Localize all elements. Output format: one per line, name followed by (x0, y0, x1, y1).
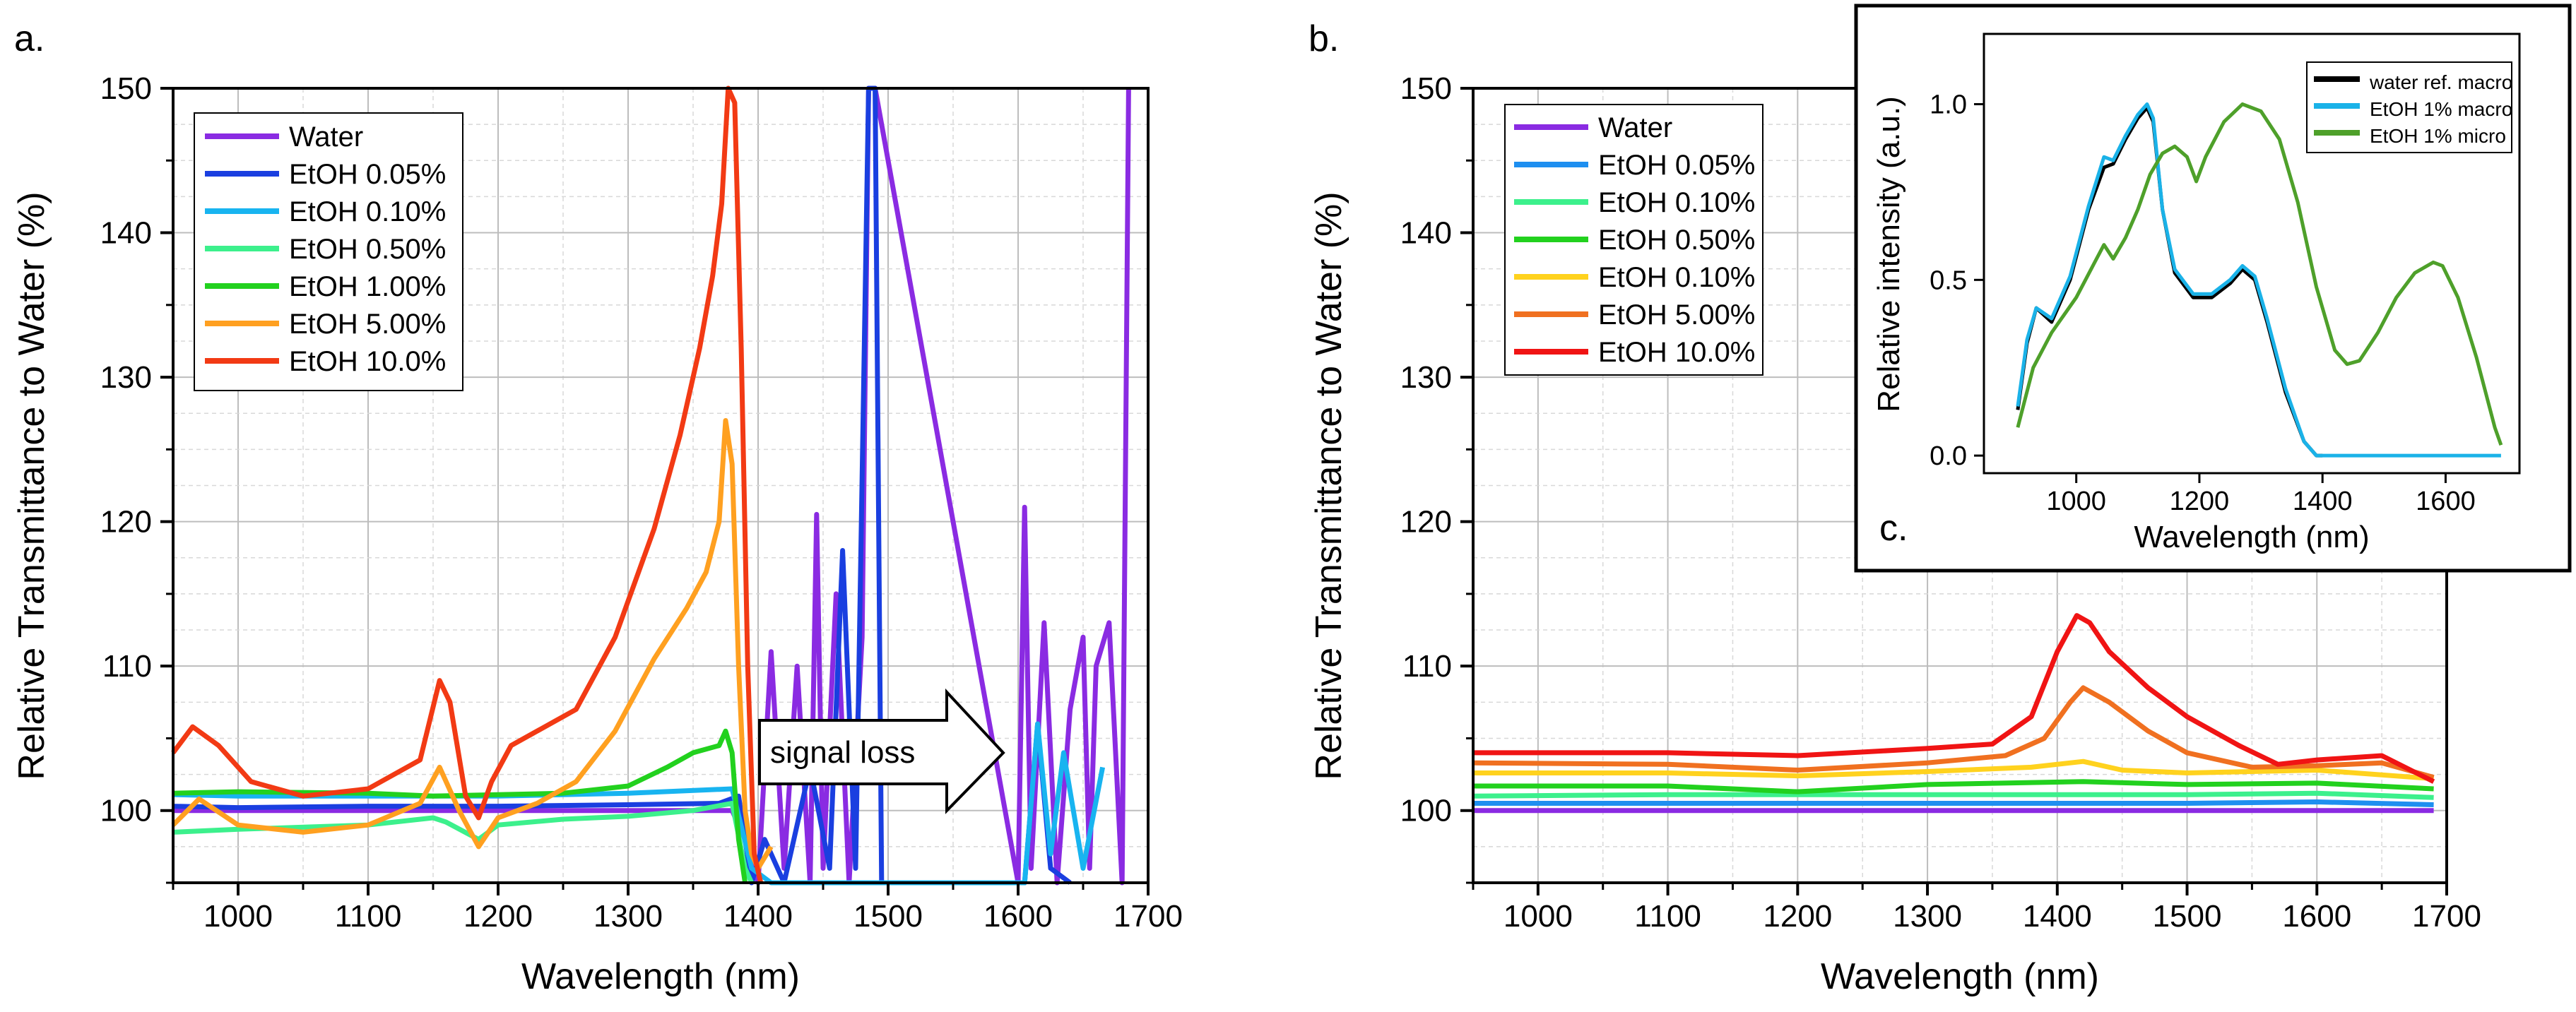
panel-c-series (2016, 102, 2503, 458)
inset-x-tick-label: 1600 (2416, 487, 2476, 516)
x-tick-label: 1500 (2153, 899, 2222, 934)
y-tick-label: 110 (102, 649, 152, 684)
x-tick-label: 1600 (2282, 899, 2351, 934)
x-tick-label: 1300 (593, 899, 663, 934)
signal-loss-arrow (758, 688, 1005, 814)
panel-b-legend: Water EtOH 0.05% EtOH 0.10% EtOH 0.50% EtOH … (1504, 104, 1763, 376)
x-tick-label: 1600 (983, 899, 1053, 934)
y-tick-label: 150 (1400, 71, 1452, 106)
y-tick-label: 130 (1400, 360, 1452, 395)
x-tick-label: 1400 (2023, 899, 2092, 934)
x-tick-label: 1700 (1113, 899, 1183, 934)
panel-c-inset: 1000 1200 1400 1600 0.0 0.5 1.0 Wavelength (nm… (1854, 4, 2572, 573)
panel-a-xlabel: Wavelength (nm) (521, 956, 800, 997)
inset-x-tick-label: 1400 (2293, 487, 2353, 516)
signal-loss-annotation: signal loss (758, 688, 1005, 814)
panel-c-label: c. (1879, 508, 1908, 549)
panel-c-ticks: 1000 1200 1400 1600 0.0 0.5 1.0 (1930, 90, 2476, 516)
legend-entry: water ref. macro (2369, 71, 2512, 93)
legend-entry: Water (1598, 112, 1672, 143)
inset-series-line-1 (2016, 102, 2501, 458)
y-tick-label: 120 (100, 505, 152, 540)
legend-entry: EtOH 10.0% (289, 346, 446, 377)
y-tick-label: 140 (1400, 216, 1452, 251)
legend-entry: EtOH 0.50% (1598, 225, 1755, 256)
x-tick-label: 1100 (1634, 899, 1701, 934)
y-tick-label: 100 (1400, 794, 1452, 828)
panel-b-series (1472, 613, 2435, 814)
x-tick-label: 1400 (723, 899, 793, 934)
y-tick-label: 140 (100, 216, 152, 251)
series-line-6 (171, 85, 764, 883)
inset-series-line-2 (2016, 102, 2503, 446)
legend-entry: EtOH 0.10% (1598, 187, 1755, 218)
y-tick-label: 110 (1402, 649, 1452, 684)
y-tick-label: 150 (100, 71, 152, 106)
panel-b-label: b. (1308, 18, 1339, 59)
inset-x-tick-label: 1200 (2170, 487, 2230, 516)
x-tick-label: 1700 (2412, 899, 2481, 934)
series-line-5 (171, 418, 774, 871)
legend-entry: EtOH 0.10% (289, 196, 446, 227)
legend-entry: EtOH 0.50% (289, 234, 446, 265)
series-line-5 (1472, 685, 2435, 780)
panel-c-frame (1983, 32, 2521, 475)
panel-a-label: a. (14, 18, 45, 59)
panel-a-ylabel: Relative Transmittance to Water (%) (11, 191, 52, 780)
series-line-6 (1473, 613, 2435, 784)
series-line-3 (1473, 779, 2434, 794)
panel-b-ylabel: Relative Transmittance to Water (%) (1308, 191, 1349, 780)
legend-entry: EtOH 1% micro (2370, 125, 2506, 147)
panel-c-legend: water ref. macro EtOH 1% macro EtOH 1% mic… (2306, 61, 2512, 153)
series-line-4 (1473, 758, 2434, 782)
panel-a-legend-box (194, 112, 463, 391)
legend-entry: EtOH 0.05% (289, 159, 446, 190)
x-tick-label: 1300 (1893, 899, 1962, 934)
panel-a-legend: Water EtOH 0.05% EtOH 0.10% EtOH 0.50% EtOH … (194, 112, 463, 391)
legend-entry: EtOH 5.00% (1598, 299, 1755, 331)
legend-entry: EtOH 0.05% (1598, 150, 1755, 181)
signal-loss-text: signal loss (770, 735, 915, 770)
legend-entry: EtOH 1.00% (289, 271, 446, 302)
legend-entry: EtOH 1% macro (2370, 98, 2512, 120)
x-tick-label: 1500 (853, 899, 923, 934)
panel-a-chart: a. 1000 1100 1200 1300 1400 1500 1600 1700 100 11… (11, 18, 1183, 997)
y-tick-label: 100 (100, 794, 152, 828)
x-tick-label: 1000 (203, 899, 273, 934)
panel-c-xlabel: Wavelength (nm) (2134, 520, 2369, 554)
inset-y-tick-label: 0.5 (1930, 266, 1967, 295)
legend-entry: EtOH 10.0% (1598, 337, 1755, 368)
y-tick-label: 120 (1400, 505, 1452, 540)
legend-entry: EtOH 5.00% (289, 309, 446, 340)
inset-y-tick-label: 0.0 (1930, 441, 1967, 471)
legend-entry: Water (289, 121, 363, 153)
y-tick-label: 130 (100, 360, 152, 395)
x-tick-label: 1200 (1763, 899, 1832, 934)
panel-b-xlabel: Wavelength (nm) (1821, 956, 2099, 997)
x-tick-label: 1100 (335, 899, 402, 934)
inset-x-tick-label: 1000 (2046, 487, 2106, 516)
series-line-1 (1473, 799, 2434, 807)
panel-a-ticks: 1000 1100 1200 1300 1400 1500 1600 1700 100 110 12… (100, 71, 1183, 934)
x-tick-label: 1200 (463, 899, 533, 934)
panel-b-ticks: 1000 1100 1200 1300 1400 1500 1600 1700 100 110 12… (1400, 71, 2481, 934)
series-line-2 (1472, 790, 2434, 800)
legend-entry: EtOH 0.10% (1598, 262, 1755, 293)
inset-y-tick-label: 1.0 (1930, 90, 1967, 120)
series-line-4 (172, 728, 748, 883)
panel-a-frame (172, 87, 1150, 884)
panel-c-ylabel: Relative intensity (a.u.) (1872, 96, 1906, 412)
x-tick-label: 1000 (1503, 899, 1573, 934)
